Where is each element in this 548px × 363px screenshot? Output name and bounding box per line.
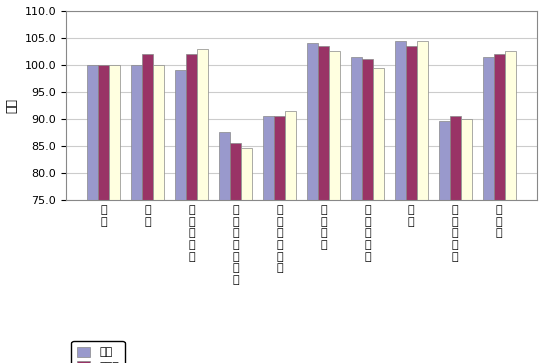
- Bar: [395, 41, 406, 363]
- Bar: [274, 116, 285, 363]
- Bar: [175, 70, 186, 363]
- Bar: [416, 41, 428, 363]
- Bar: [483, 57, 494, 363]
- Legend: 津市, 三重県, 全国: 津市, 三重県, 全国: [71, 341, 124, 363]
- Bar: [318, 46, 329, 363]
- Bar: [450, 116, 461, 363]
- Bar: [373, 68, 384, 363]
- Bar: [351, 57, 362, 363]
- Bar: [241, 148, 252, 363]
- Bar: [87, 65, 98, 363]
- Bar: [230, 143, 241, 363]
- Bar: [98, 65, 109, 363]
- Bar: [329, 51, 340, 363]
- Bar: [186, 54, 197, 363]
- Bar: [285, 111, 296, 363]
- Bar: [131, 65, 142, 363]
- Bar: [197, 49, 208, 363]
- Bar: [219, 132, 230, 363]
- Bar: [505, 51, 516, 363]
- Bar: [494, 54, 505, 363]
- Bar: [153, 65, 164, 363]
- Y-axis label: 指数: 指数: [6, 98, 19, 113]
- Bar: [461, 119, 472, 363]
- Bar: [439, 122, 450, 363]
- Bar: [362, 60, 373, 363]
- Bar: [263, 116, 274, 363]
- Bar: [109, 65, 120, 363]
- Bar: [406, 46, 416, 363]
- Bar: [307, 43, 318, 363]
- Bar: [142, 54, 153, 363]
